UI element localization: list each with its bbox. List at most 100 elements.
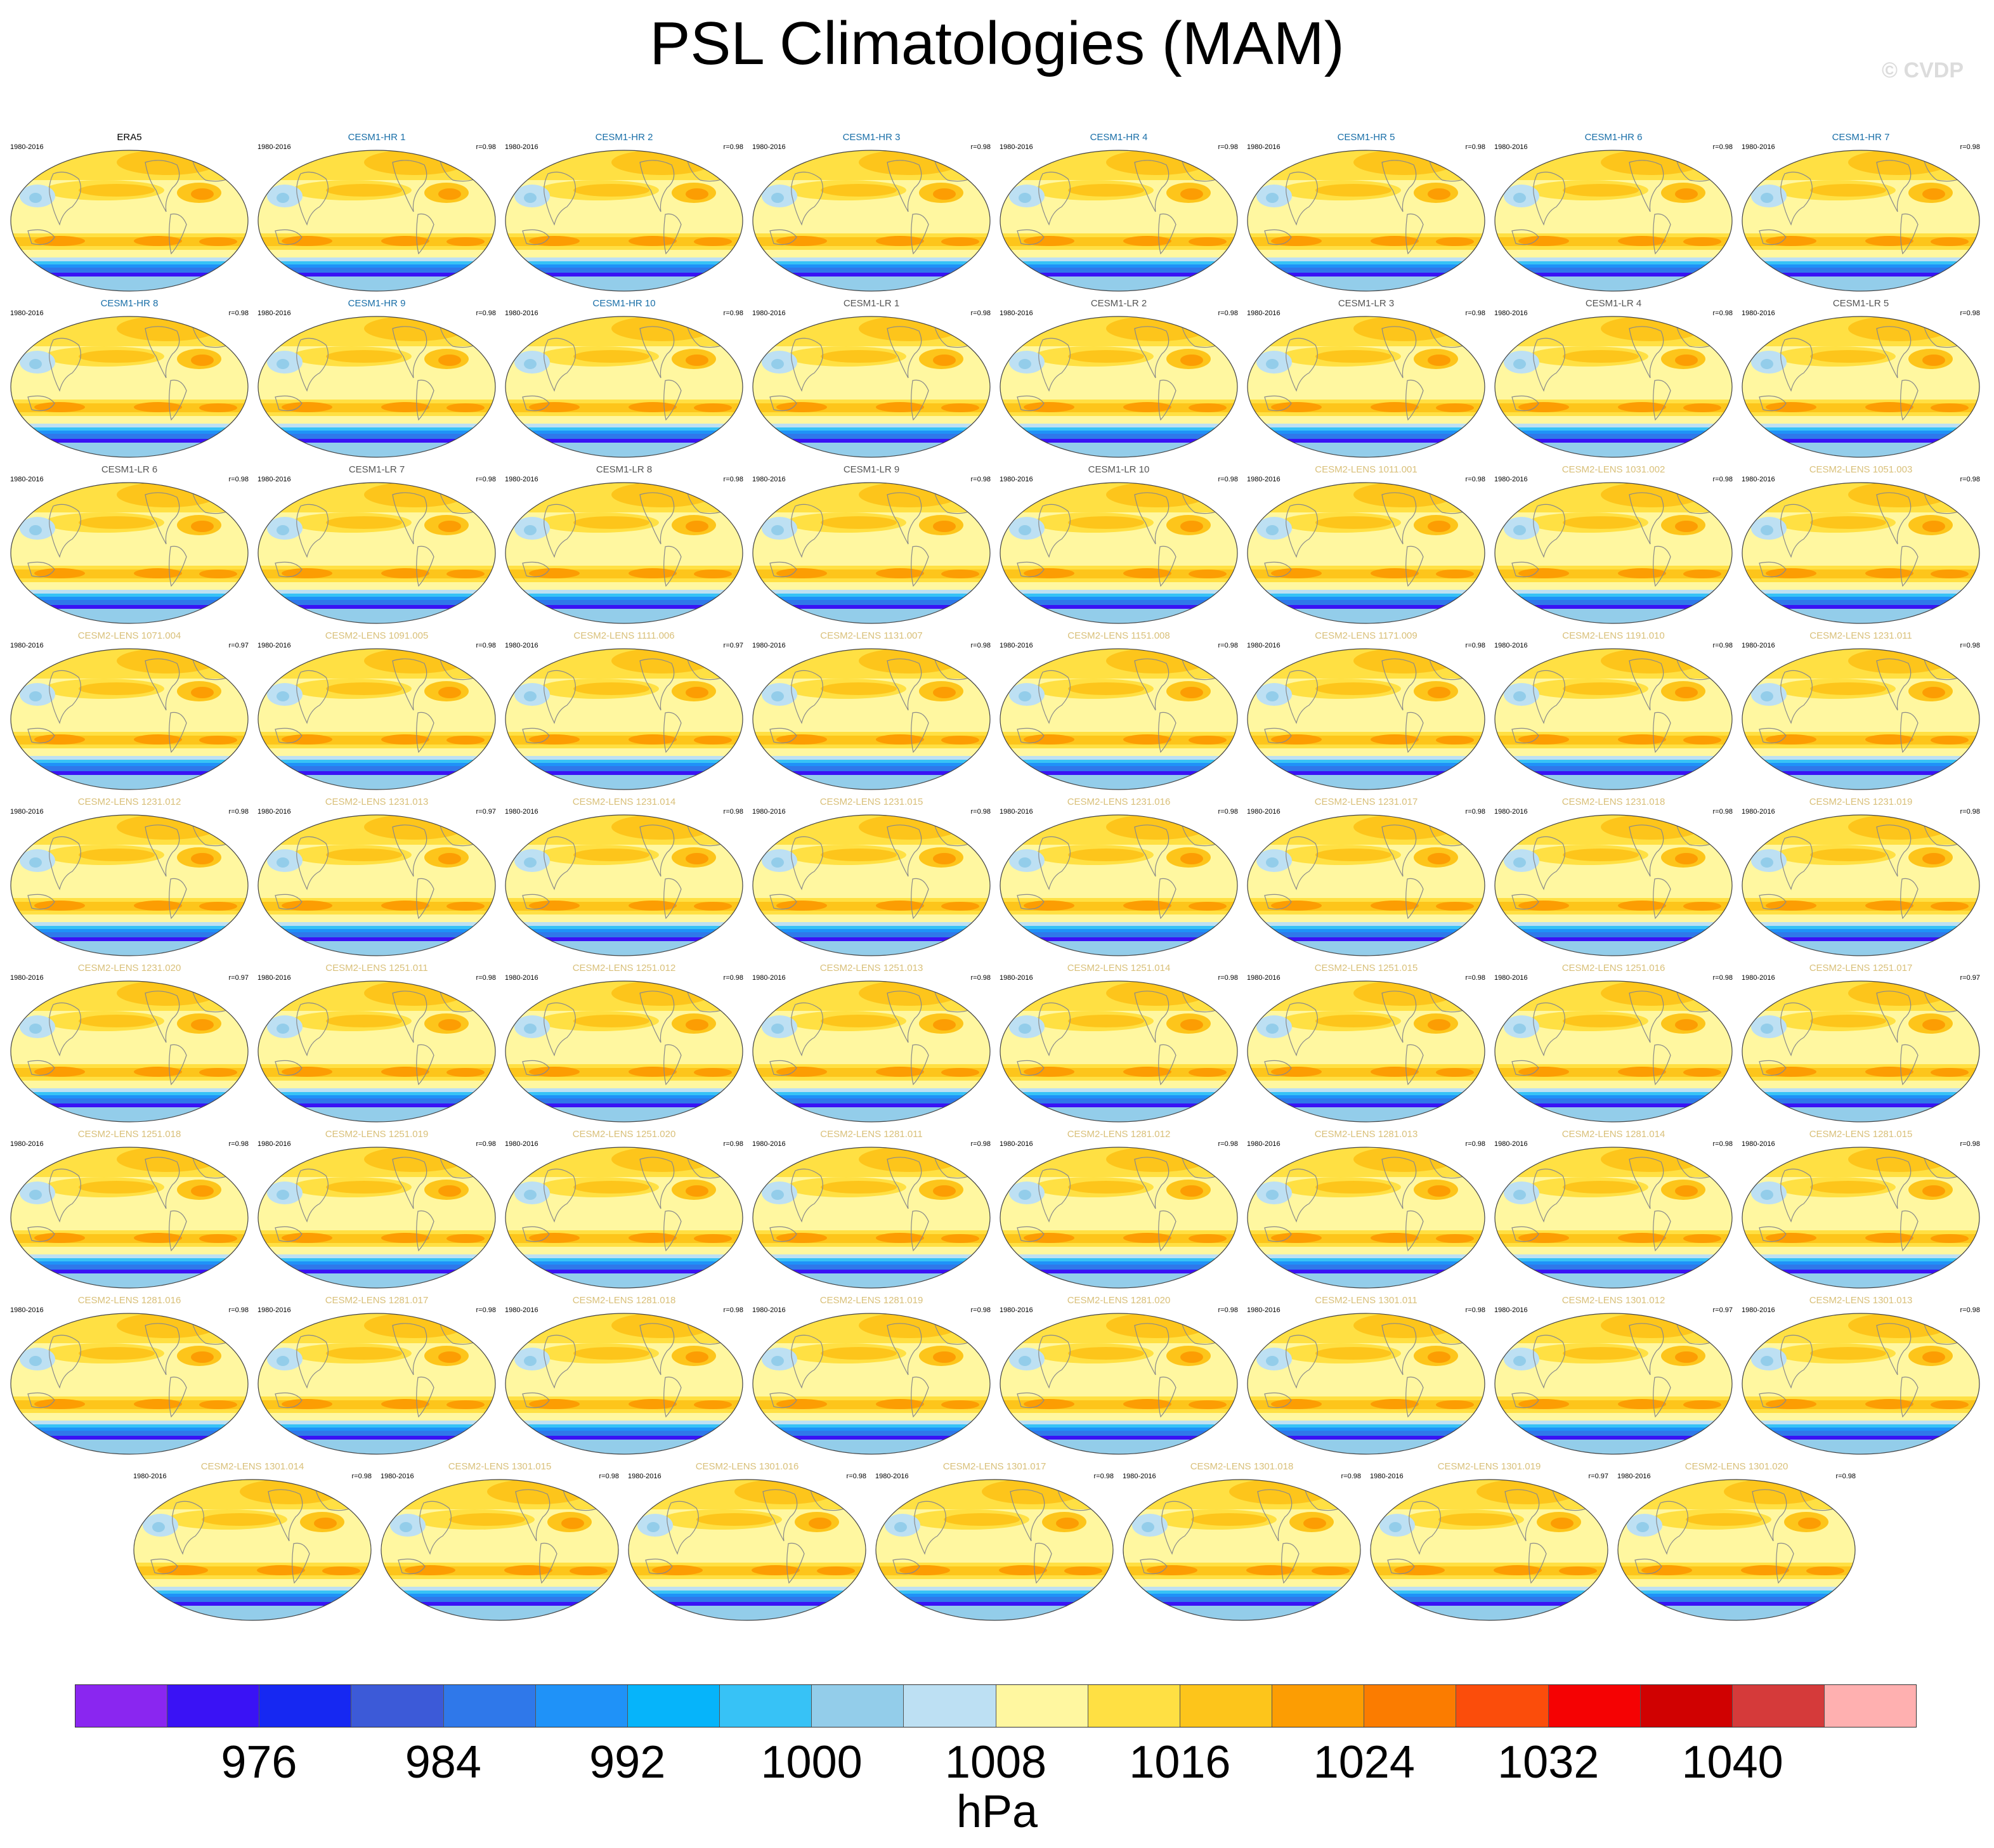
map-panel: ERA5 1980-2016 (9, 132, 250, 293)
panel-title: CESM2-LENS 1231.020 (77, 963, 181, 973)
panel-title: CESM2-LENS 1281.013 (1314, 1129, 1418, 1140)
map-panel: CESM2-LENS 1151.008 1980-2016 r=0.98 (998, 630, 1239, 791)
panel-years: 1980-2016 (257, 974, 291, 982)
psl-map (1247, 980, 1485, 1122)
map-panel: CESM2-LENS 1111.006 1980-2016 r=0.97 (504, 630, 745, 791)
panel-years: 1980-2016 (1742, 476, 1775, 483)
panel-correlation: r=0.98 (970, 476, 991, 483)
map-panel: CESM2-LENS 1231.011 1980-2016 r=0.98 (1740, 630, 1981, 791)
panel-title: CESM2-LENS 1231.011 (1809, 630, 1912, 641)
map-panel: CESM2-LENS 1251.016 1980-2016 r=0.98 (1493, 963, 1734, 1124)
psl-map (1000, 316, 1238, 458)
panel-years: 1980-2016 (1000, 476, 1033, 483)
psl-map (1000, 150, 1238, 292)
map-panel: CESM2-LENS 1131.007 1980-2016 r=0.98 (751, 630, 992, 791)
panel-years: 1980-2016 (1000, 309, 1033, 317)
map-panel: CESM2-LENS 1301.013 1980-2016 r=0.98 (1740, 1295, 1981, 1456)
psl-map (1494, 648, 1733, 790)
panel-years: 1980-2016 (1247, 476, 1280, 483)
psl-map (1247, 1147, 1485, 1289)
panel-title: CESM2-LENS 1281.020 (1067, 1295, 1171, 1306)
psl-map (10, 980, 249, 1122)
psl-map (257, 648, 496, 790)
panel-title: CESM1-HR 7 (1832, 132, 1890, 143)
colorbar-bin (1548, 1685, 1641, 1727)
panel-correlation: r=0.98 (723, 808, 744, 816)
panel-years: 1980-2016 (505, 974, 538, 982)
panel-correlation: r=0.98 (846, 1473, 867, 1480)
map-panel: CESM2-LENS 1301.017 1980-2016 r=0.98 (874, 1461, 1115, 1622)
panel-correlation: r=0.98 (1218, 476, 1239, 483)
panel-title: CESM2-LENS 1281.014 (1561, 1129, 1665, 1140)
psl-map (1494, 1313, 1733, 1455)
panel-title: CESM2-LENS 1281.018 (572, 1295, 676, 1306)
psl-map (257, 316, 496, 458)
panel-correlation: r=0.98 (970, 1140, 991, 1148)
panel-title: CESM1-HR 8 (100, 298, 159, 309)
psl-map (1000, 1147, 1238, 1289)
colorbar-bin (812, 1685, 904, 1727)
panel-title: CESM2-LENS 1301.019 (1437, 1461, 1541, 1472)
panel-years: 1980-2016 (1000, 642, 1033, 649)
panel-title: CESM2-LENS 1281.015 (1809, 1129, 1913, 1140)
panel-correlation: r=0.98 (1465, 1140, 1486, 1148)
panel-title: CESM2-LENS 1251.015 (1314, 963, 1418, 973)
psl-map (1494, 316, 1733, 458)
psl-map (10, 316, 249, 458)
panel-title: CESM1-HR 9 (348, 298, 406, 309)
panel-correlation: r=0.98 (476, 1306, 497, 1314)
map-panel: CESM1-LR 4 1980-2016 r=0.98 (1493, 298, 1734, 459)
panel-title: CESM1-HR 2 (595, 132, 653, 143)
panel-title: CESM2-LENS 1231.012 (77, 797, 181, 807)
map-panel: CESM2-LENS 1281.013 1980-2016 r=0.98 (1246, 1129, 1487, 1290)
psl-map (752, 980, 991, 1122)
panel-correlation: r=0.98 (228, 1140, 249, 1148)
panel-years: 1980-2016 (752, 1140, 786, 1148)
psl-map (10, 814, 249, 956)
map-panel: CESM2-LENS 1281.017 1980-2016 r=0.98 (256, 1295, 497, 1456)
panel-correlation: r=0.98 (1465, 808, 1486, 816)
map-panel: CESM2-LENS 1171.009 1980-2016 r=0.98 (1246, 630, 1487, 791)
panel-years: 1980-2016 (1247, 309, 1280, 317)
colorbar (75, 1684, 1917, 1728)
panel-years: 1980-2016 (1000, 143, 1033, 151)
map-panel: CESM2-LENS 1281.015 1980-2016 r=0.98 (1740, 1129, 1981, 1290)
psl-map (1494, 482, 1733, 624)
panel-years: 1980-2016 (1247, 974, 1280, 982)
map-panel: CESM2-LENS 1301.015 1980-2016 r=0.98 (379, 1461, 620, 1622)
map-panel: CESM1-LR 8 1980-2016 r=0.98 (504, 464, 745, 625)
panel-correlation: r=0.98 (1218, 309, 1239, 317)
panel-years: 1980-2016 (752, 974, 786, 982)
panel-correlation: r=0.98 (1960, 309, 1981, 317)
panel-years: 1980-2016 (10, 309, 44, 317)
panel-correlation: r=0.98 (723, 476, 744, 483)
panel-years: 1980-2016 (10, 476, 44, 483)
panel-years: 1980-2016 (752, 143, 786, 151)
panel-years: 1980-2016 (752, 309, 786, 317)
map-panel: CESM2-LENS 1301.019 1980-2016 r=0.97 (1369, 1461, 1610, 1622)
panel-title: CESM2-LENS 1231.018 (1561, 797, 1665, 807)
watermark: © CVDP (1882, 58, 1964, 82)
panel-correlation: r=0.98 (1712, 309, 1733, 317)
panel-years: 1980-2016 (1494, 476, 1528, 483)
panel-title: CESM1-HR 1 (348, 132, 406, 143)
panel-correlation: r=0.98 (970, 808, 991, 816)
panel-years: 1980-2016 (257, 642, 291, 649)
panel-years: 1980-2016 (1494, 808, 1528, 816)
panel-correlation: r=0.98 (1218, 974, 1239, 982)
psl-map (505, 482, 743, 624)
map-panel: CESM2-LENS 1251.017 1980-2016 r=0.97 (1740, 963, 1981, 1124)
map-panel: CESM2-LENS 1301.020 1980-2016 r=0.98 (1616, 1461, 1857, 1622)
panel-title: CESM2-LENS 1281.016 (77, 1295, 181, 1306)
psl-map (1247, 316, 1485, 458)
panel-correlation: r=0.98 (1712, 1140, 1733, 1148)
psl-map (505, 1147, 743, 1289)
panel-correlation: r=0.98 (1341, 1473, 1362, 1480)
map-panel: CESM2-LENS 1281.019 1980-2016 r=0.98 (751, 1295, 992, 1456)
panel-title: CESM2-LENS 1071.004 (77, 630, 181, 641)
map-panel: CESM2-LENS 1051.003 1980-2016 r=0.98 (1740, 464, 1981, 625)
panel-correlation: r=0.98 (1712, 642, 1733, 649)
map-panel: CESM2-LENS 1251.019 1980-2016 r=0.98 (256, 1129, 497, 1290)
panel-correlation: r=0.98 (476, 1140, 497, 1148)
psl-map (257, 1313, 496, 1455)
